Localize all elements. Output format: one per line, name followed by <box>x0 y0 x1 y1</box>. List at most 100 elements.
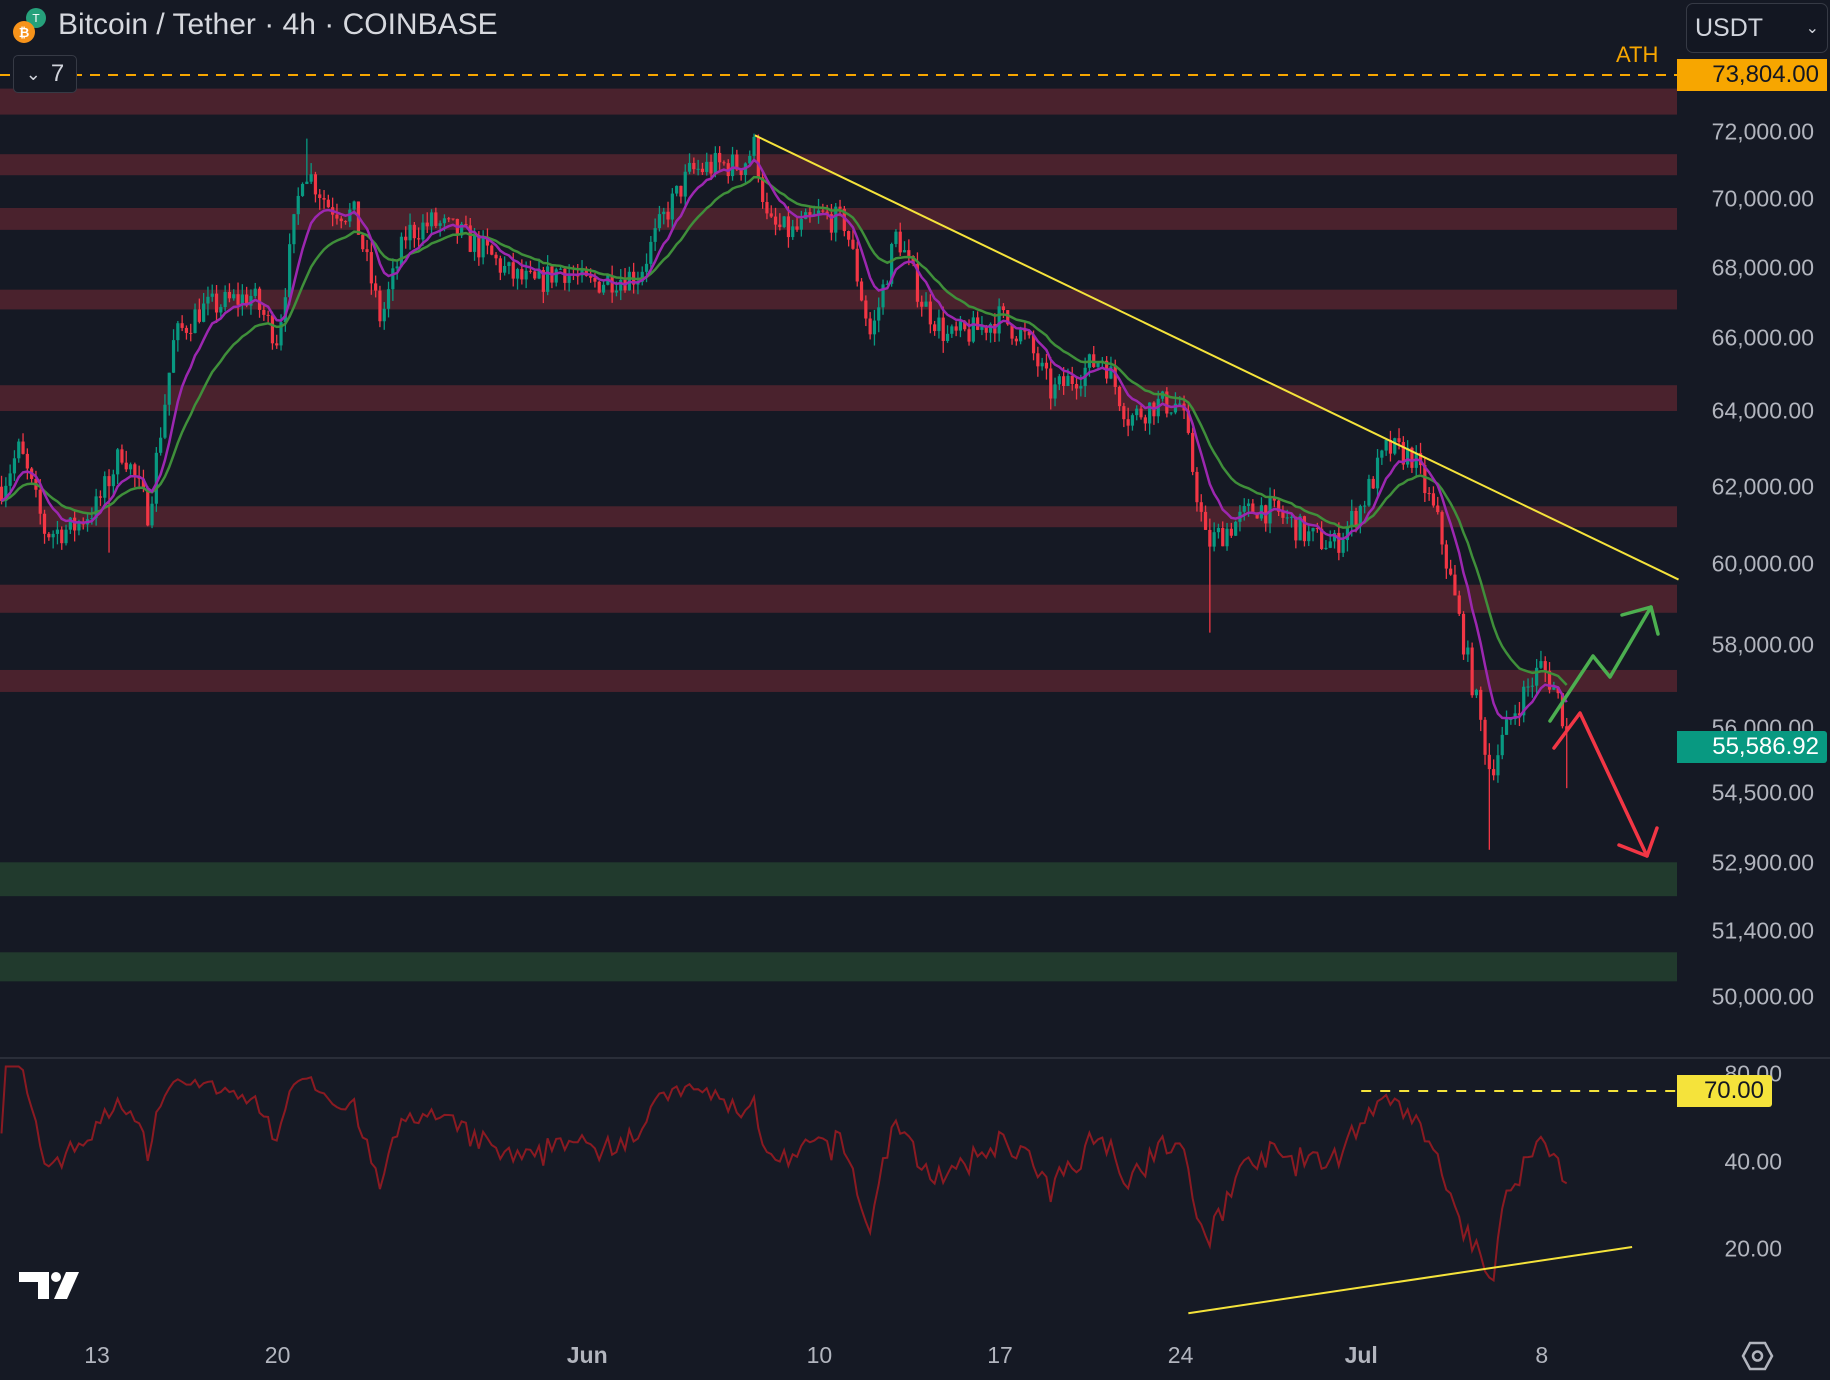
candle-body[interactable] <box>227 291 232 299</box>
candle-body[interactable] <box>417 238 421 240</box>
candle-body[interactable] <box>399 236 404 267</box>
candle-body[interactable] <box>240 294 244 305</box>
candle-body[interactable] <box>1436 505 1440 513</box>
candle-body[interactable] <box>1199 502 1203 512</box>
candle-body[interactable] <box>718 152 722 163</box>
candle-body[interactable] <box>1130 415 1135 426</box>
resistance-zone[interactable] <box>0 207 1677 230</box>
candle-body[interactable] <box>236 294 240 305</box>
candle-body[interactable] <box>309 174 313 182</box>
candle-body[interactable] <box>1066 375 1070 387</box>
candle-body[interactable] <box>1285 517 1289 519</box>
candle-body[interactable] <box>1384 439 1388 451</box>
candle-body[interactable] <box>1040 362 1044 367</box>
candle-body[interactable] <box>77 521 81 531</box>
candle-body[interactable] <box>795 226 799 230</box>
candle-body[interactable] <box>189 332 193 334</box>
candle-body[interactable] <box>283 297 287 323</box>
candle-body[interactable] <box>1298 516 1302 541</box>
candle-body[interactable] <box>554 269 558 283</box>
candle-body[interactable] <box>429 212 434 227</box>
resistance-zone[interactable] <box>0 88 1677 115</box>
candle-body[interactable] <box>855 248 859 282</box>
candle-body[interactable] <box>773 216 778 225</box>
candle-body[interactable] <box>593 277 597 282</box>
resistance-zone[interactable] <box>0 506 1677 528</box>
candle-body[interactable] <box>679 185 683 197</box>
candle-body[interactable] <box>1371 478 1375 489</box>
candle-body[interactable] <box>343 221 348 223</box>
candle-body[interactable] <box>404 236 408 241</box>
candle-body[interactable] <box>1027 331 1031 336</box>
candle-body[interactable] <box>490 245 494 255</box>
candle-body[interactable] <box>107 476 111 487</box>
candle-body[interactable] <box>675 185 679 194</box>
candle-body[interactable] <box>17 441 21 459</box>
candle-body[interactable] <box>1418 452 1423 466</box>
candle-body[interactable] <box>1023 329 1027 332</box>
candle-body[interactable] <box>872 320 877 335</box>
candle-body[interactable] <box>1117 386 1122 407</box>
candle-body[interactable] <box>1332 532 1337 542</box>
candle-body[interactable] <box>1354 510 1358 527</box>
candle-body[interactable] <box>722 162 726 164</box>
candle-body[interactable] <box>103 476 107 498</box>
candle-body[interactable] <box>1178 403 1182 405</box>
candle-body[interactable] <box>1341 540 1345 553</box>
candle-body[interactable] <box>1350 510 1354 527</box>
resistance-zone[interactable] <box>0 584 1677 613</box>
candle-body[interactable] <box>1191 432 1195 472</box>
candle-body[interactable] <box>511 262 515 279</box>
candle-body[interactable] <box>709 161 713 174</box>
resistance-zone[interactable] <box>0 385 1677 412</box>
candle-body[interactable] <box>649 241 653 264</box>
candle-body[interactable] <box>245 294 249 306</box>
candle-body[interactable] <box>193 309 197 334</box>
support-zone[interactable] <box>0 862 1677 897</box>
candle-body[interactable] <box>558 268 563 270</box>
support-zone[interactable] <box>0 952 1677 982</box>
candle-body[interactable] <box>477 235 481 258</box>
candle-body[interactable] <box>580 268 584 276</box>
candle-body[interactable] <box>847 231 851 240</box>
candle-body[interactable] <box>42 513 47 534</box>
candle-body[interactable] <box>541 270 545 292</box>
candle-body[interactable] <box>1500 734 1504 756</box>
candle-body[interactable] <box>533 271 537 279</box>
candle-body[interactable] <box>1053 384 1057 399</box>
candle-body[interactable] <box>292 214 296 245</box>
candle-body[interactable] <box>1522 686 1526 716</box>
candle-body[interactable] <box>1302 516 1307 542</box>
candle-body[interactable] <box>262 309 266 315</box>
candle-body[interactable] <box>1109 366 1113 379</box>
descending-trendline[interactable] <box>754 134 1679 581</box>
candle-body[interactable] <box>202 303 206 322</box>
candle-body[interactable] <box>210 293 214 297</box>
candle-body[interactable] <box>111 474 115 487</box>
candle-body[interactable] <box>507 262 511 266</box>
candle-body[interactable] <box>920 301 924 307</box>
candle-body[interactable] <box>1388 439 1393 454</box>
candle-body[interactable] <box>1010 324 1014 339</box>
candle-body[interactable] <box>1173 403 1178 413</box>
candle-body[interactable] <box>1294 516 1298 541</box>
candle-body[interactable] <box>1143 417 1147 424</box>
currency-select[interactable]: USDT ⌄ <box>1686 3 1828 53</box>
candle-body[interactable] <box>167 372 171 405</box>
candle-body[interactable] <box>1195 471 1199 503</box>
candle-body[interactable] <box>657 214 662 229</box>
candle-body[interactable] <box>498 258 502 273</box>
candle-body[interactable] <box>318 194 322 199</box>
candle-body[interactable] <box>146 488 150 526</box>
candle-body[interactable] <box>206 296 210 304</box>
candle-body[interactable] <box>1208 529 1212 547</box>
candle-body[interactable] <box>1324 547 1328 549</box>
candle-body[interactable] <box>1221 528 1225 547</box>
candle-body[interactable] <box>752 136 756 156</box>
candle-body[interactable] <box>700 168 705 173</box>
candle-body[interactable] <box>756 136 760 178</box>
candle-body[interactable] <box>468 225 472 252</box>
candle-body[interactable] <box>1001 306 1006 311</box>
settings-icon[interactable] <box>1741 1341 1774 1371</box>
